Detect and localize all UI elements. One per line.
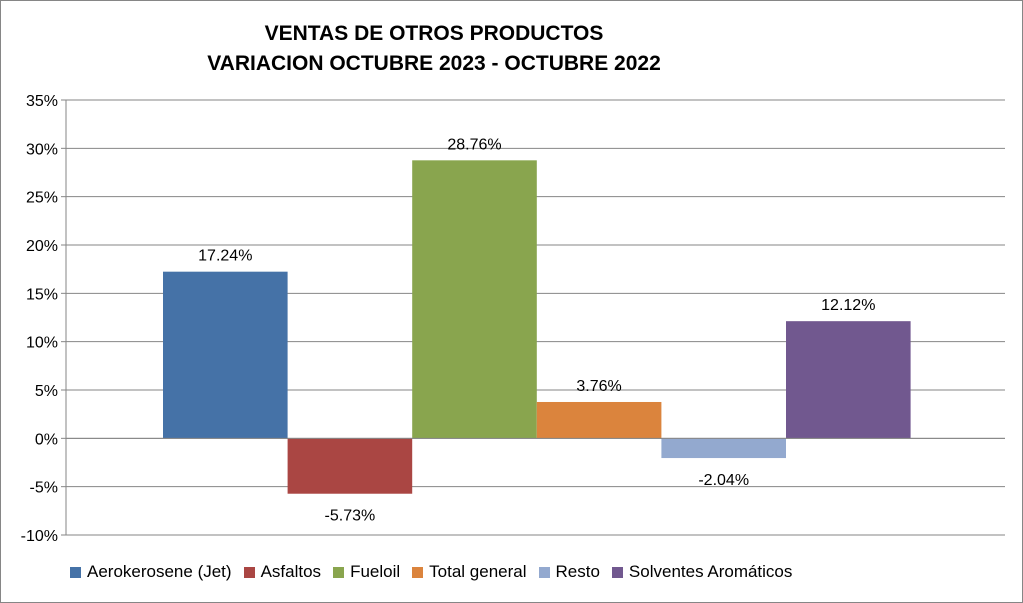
data-label: -5.73%	[325, 508, 376, 525]
data-label: 28.76%	[447, 136, 501, 153]
legend-item: Total general	[412, 562, 527, 582]
y-tick-label: 25%	[26, 190, 58, 207]
bar-solventes-arom-ticos	[786, 321, 911, 439]
legend-label: Fueloil	[350, 562, 401, 581]
legend-label: Resto	[555, 562, 600, 581]
legend: Aerokerosene (Jet) Asfaltos Fueloil Total g…	[70, 562, 804, 582]
legend-swatch	[412, 566, 424, 578]
bar-aerokerosene-jet-	[163, 271, 288, 439]
y-tick-label: -10%	[21, 528, 58, 545]
bar-resto	[661, 438, 786, 459]
legend-item: Solventes Aromáticos	[611, 562, 793, 582]
bar-fueloil	[412, 160, 537, 439]
legend-label: Total general	[429, 562, 527, 581]
y-tick-label: 0%	[35, 431, 58, 448]
y-tick-label: 30%	[26, 141, 58, 158]
data-label: 3.76%	[576, 378, 621, 395]
data-label: 17.24%	[198, 248, 252, 265]
y-tick-label: 35%	[26, 93, 58, 110]
legend-label: Aerokerosene (Jet)	[87, 562, 232, 581]
data-label: 12.12%	[821, 297, 875, 314]
chart-title-line-1: VENTAS DE OTROS PRODUCTOS	[264, 22, 604, 45]
legend-item: Resto	[538, 562, 600, 582]
legend-label: Solventes Aromáticos	[628, 562, 793, 581]
legend-item: Aerokerosene (Jet)	[70, 562, 232, 582]
y-tick-label: 5%	[35, 383, 58, 400]
bar-asfaltos	[287, 438, 413, 494]
legend-swatch	[611, 566, 623, 578]
y-tick-label: 15%	[26, 286, 58, 303]
chart-title-line-2: VARIACION OCTUBRE 2023 - OCTUBRE 2022	[207, 52, 661, 75]
y-tick-label: 10%	[26, 335, 58, 352]
legend-swatch	[243, 566, 255, 578]
y-tick-label: -5%	[30, 480, 58, 497]
legend-swatch	[538, 566, 550, 578]
legend-item: Asfaltos	[243, 562, 322, 582]
bar-total-general	[536, 401, 662, 439]
legend-swatch	[333, 566, 345, 578]
data-label: -2.04%	[698, 472, 749, 489]
legend-swatch	[70, 566, 81, 578]
legend-label: Asfaltos	[260, 562, 322, 581]
y-tick-label: 20%	[26, 238, 58, 255]
legend-item: Fueloil	[333, 562, 400, 582]
